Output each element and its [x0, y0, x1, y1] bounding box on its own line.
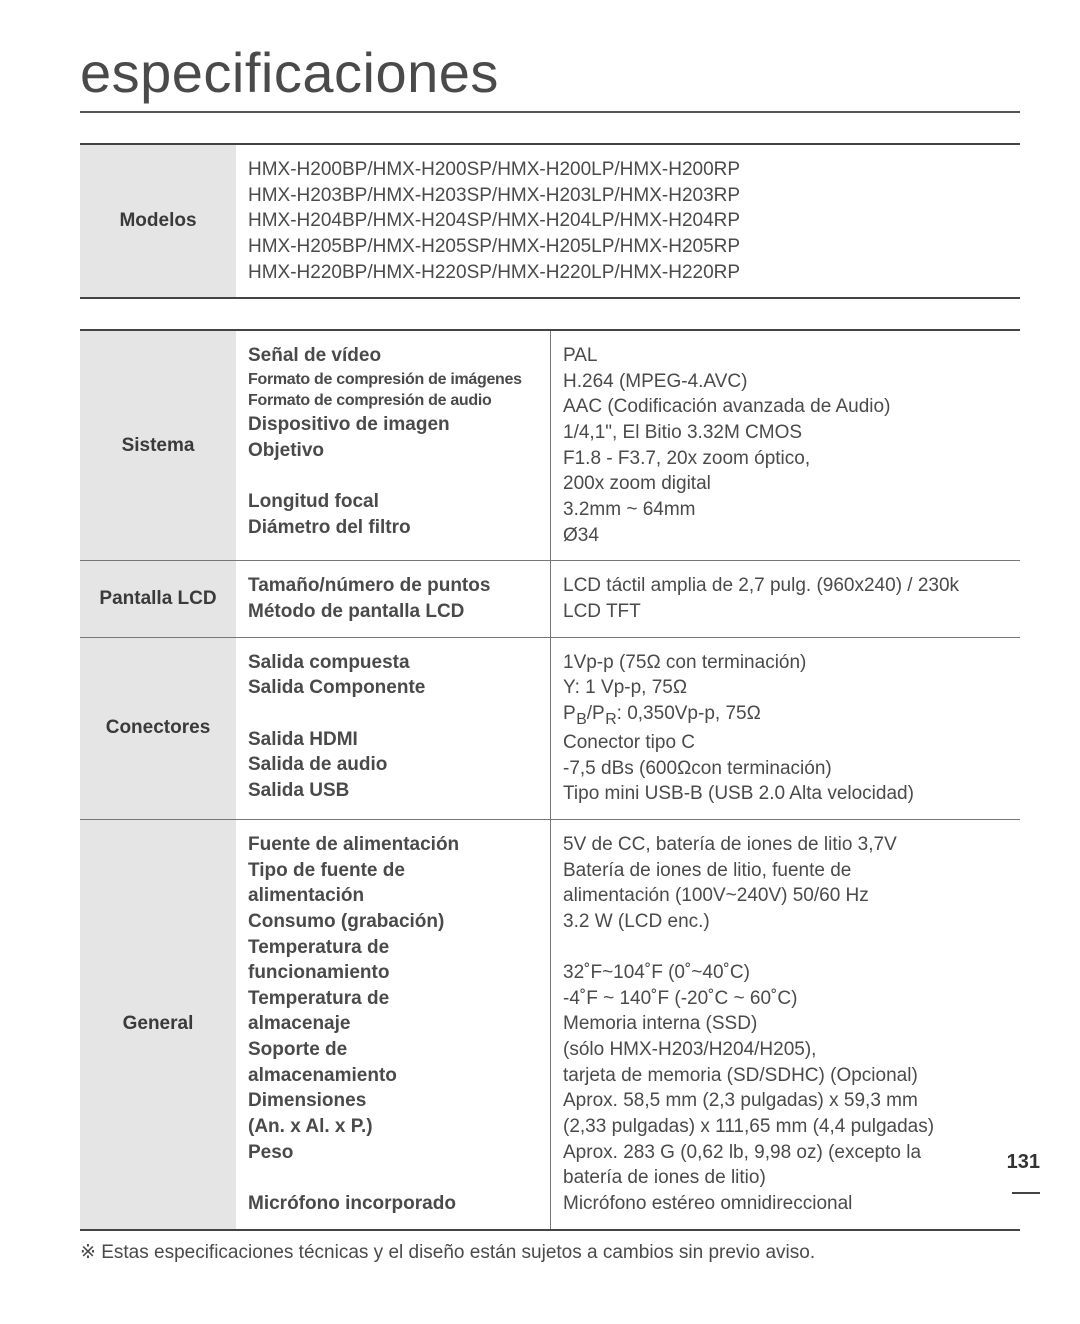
table-row: Modelos HMX-H200BP/HMX-H200SP/HMX-H200LP… — [80, 144, 1020, 298]
value: Batería de iones de litio, fuente de — [563, 858, 1008, 884]
label: Salida de audio — [248, 752, 538, 778]
label: Temperatura de — [248, 986, 538, 1012]
value: H.264 (MPEG-4.AVC) — [563, 369, 1008, 395]
category-conectores: Conectores — [80, 637, 236, 819]
label: Salida Componente — [248, 675, 538, 701]
table-row: Pantalla LCD Tamaño/número de puntos Mét… — [80, 561, 1020, 637]
model-line: HMX-H205BP/HMX-H205SP/HMX-H205LP/HMX-H20… — [248, 234, 1008, 260]
label: Diámetro del filtro — [248, 515, 538, 541]
labels-lcd: Tamaño/número de puntos Método de pantal… — [236, 561, 551, 637]
label: Salida compuesta — [248, 650, 538, 676]
model-line: HMX-H204BP/HMX-H204SP/HMX-H204LP/HMX-H20… — [248, 208, 1008, 234]
category-lcd: Pantalla LCD — [80, 561, 236, 637]
value: LCD táctil amplia de 2,7 pulg. (960x240)… — [563, 573, 1008, 599]
page-mark — [1012, 1192, 1040, 1194]
value: Aprox. 58,5 mm (2,3 pulgadas) x 59,3 mm — [563, 1088, 1008, 1114]
labels-sistema: Señal de vídeo Formato de compresión de … — [236, 330, 551, 561]
model-line: HMX-H220BP/HMX-H220SP/HMX-H220LP/HMX-H22… — [248, 260, 1008, 286]
value — [563, 935, 1008, 961]
value: (2,33 pulgadas) x 111,65 mm (4,4 pulgada… — [563, 1114, 1008, 1140]
value: 1Vp-p (75Ω con terminación) — [563, 650, 1008, 676]
table-row: Sistema Señal de vídeo Formato de compre… — [80, 330, 1020, 561]
value: 3.2mm ~ 64mm — [563, 497, 1008, 523]
value: Tipo mini USB-B (USB 2.0 Alta velocidad) — [563, 781, 1008, 807]
category-general: General — [80, 819, 236, 1229]
label — [248, 1165, 538, 1191]
labels-general: Fuente de alimentación Tipo de fuente de… — [236, 819, 551, 1229]
value: Micrófono estéreo omnidireccional — [563, 1191, 1008, 1217]
label: Peso — [248, 1140, 538, 1166]
category-sistema: Sistema — [80, 330, 236, 561]
models-table: Modelos HMX-H200BP/HMX-H200SP/HMX-H200LP… — [80, 143, 1020, 299]
label: Objetivo — [248, 438, 538, 464]
table-row: General Fuente de alimentación Tipo de f… — [80, 819, 1020, 1229]
value: LCD TFT — [563, 599, 1008, 625]
value: tarjeta de memoria (SD/SDHC) (Opcional) — [563, 1063, 1008, 1089]
value: 5V de CC, batería de iones de litio 3,7V — [563, 832, 1008, 858]
label: Consumo (grabación) — [248, 909, 538, 935]
values-sistema: PAL H.264 (MPEG-4.AVC) AAC (Codificación… — [551, 330, 1021, 561]
label: Soporte de — [248, 1037, 538, 1063]
page-title: especificaciones — [80, 40, 1020, 113]
label: Fuente de alimentación — [248, 832, 538, 858]
label: Salida HDMI — [248, 727, 538, 753]
label: almacenamiento — [248, 1063, 538, 1089]
category-modelos: Modelos — [80, 144, 236, 298]
value: alimentación (100V~240V) 50/60 Hz — [563, 883, 1008, 909]
value: -7,5 dBs (600Ωcon terminación) — [563, 756, 1008, 782]
label: Formato de compresión de audio — [248, 390, 538, 412]
label — [248, 701, 538, 727]
value: Ø34 — [563, 523, 1008, 549]
value: PAL — [563, 343, 1008, 369]
label: Tipo de fuente de — [248, 858, 538, 884]
value: 1/4,1", El Bitio 3.32M CMOS — [563, 420, 1008, 446]
labels-conectores: Salida compuesta Salida Componente Salid… — [236, 637, 551, 819]
value: 32˚F~104˚F (0˚~40˚C) — [563, 960, 1008, 986]
label: Micrófono incorporado — [248, 1191, 538, 1217]
label: almacenaje — [248, 1011, 538, 1037]
models-values: HMX-H200BP/HMX-H200SP/HMX-H200LP/HMX-H20… — [236, 144, 1020, 298]
label: funcionamiento — [248, 960, 538, 986]
footnote: ※ Estas especificaciones técnicas y el d… — [80, 1241, 1020, 1264]
specs-table: Sistema Señal de vídeo Formato de compre… — [80, 329, 1020, 1230]
page-number: 131 — [1007, 1151, 1040, 1174]
value: Memoria interna (SSD) — [563, 1011, 1008, 1037]
label: Método de pantalla LCD — [248, 599, 538, 625]
value: F1.8 - F3.7, 20x zoom óptico, — [563, 446, 1008, 472]
label: alimentación — [248, 883, 538, 909]
label: Temperatura de — [248, 935, 538, 961]
value: Y: 1 Vp-p, 75Ω — [563, 675, 1008, 701]
label — [248, 463, 538, 489]
model-line: HMX-H200BP/HMX-H200SP/HMX-H200LP/HMX-H20… — [248, 157, 1008, 183]
values-conectores: 1Vp-p (75Ω con terminación) Y: 1 Vp-p, 7… — [551, 637, 1021, 819]
value: Conector tipo C — [563, 730, 1008, 756]
value: (sólo HMX-H203/H204/H205), — [563, 1037, 1008, 1063]
label: Longitud focal — [248, 489, 538, 515]
table-row: Conectores Salida compuesta Salida Compo… — [80, 637, 1020, 819]
values-general: 5V de CC, batería de iones de litio 3,7V… — [551, 819, 1021, 1229]
label: (An. x Al. x P.) — [248, 1114, 538, 1140]
label: Tamaño/número de puntos — [248, 573, 538, 599]
value: PB/PR: 0,350Vp-p, 75Ω — [563, 701, 1008, 730]
value: 3.2 W (LCD enc.) — [563, 909, 1008, 935]
value: Aprox. 283 G (0,62 lb, 9,98 oz) (excepto… — [563, 1140, 1008, 1166]
value: 200x zoom digital — [563, 471, 1008, 497]
label: Dispositivo de imagen — [248, 412, 538, 438]
value: batería de iones de litio) — [563, 1165, 1008, 1191]
value: AAC (Codificación avanzada de Audio) — [563, 394, 1008, 420]
label: Señal de vídeo — [248, 343, 538, 369]
label: Formato de compresión de imágenes — [248, 369, 538, 391]
label: Salida USB — [248, 778, 538, 804]
values-lcd: LCD táctil amplia de 2,7 pulg. (960x240)… — [551, 561, 1021, 637]
value: -4˚F ~ 140˚F (-20˚C ~ 60˚C) — [563, 986, 1008, 1012]
label: Dimensiones — [248, 1088, 538, 1114]
model-line: HMX-H203BP/HMX-H203SP/HMX-H203LP/HMX-H20… — [248, 183, 1008, 209]
